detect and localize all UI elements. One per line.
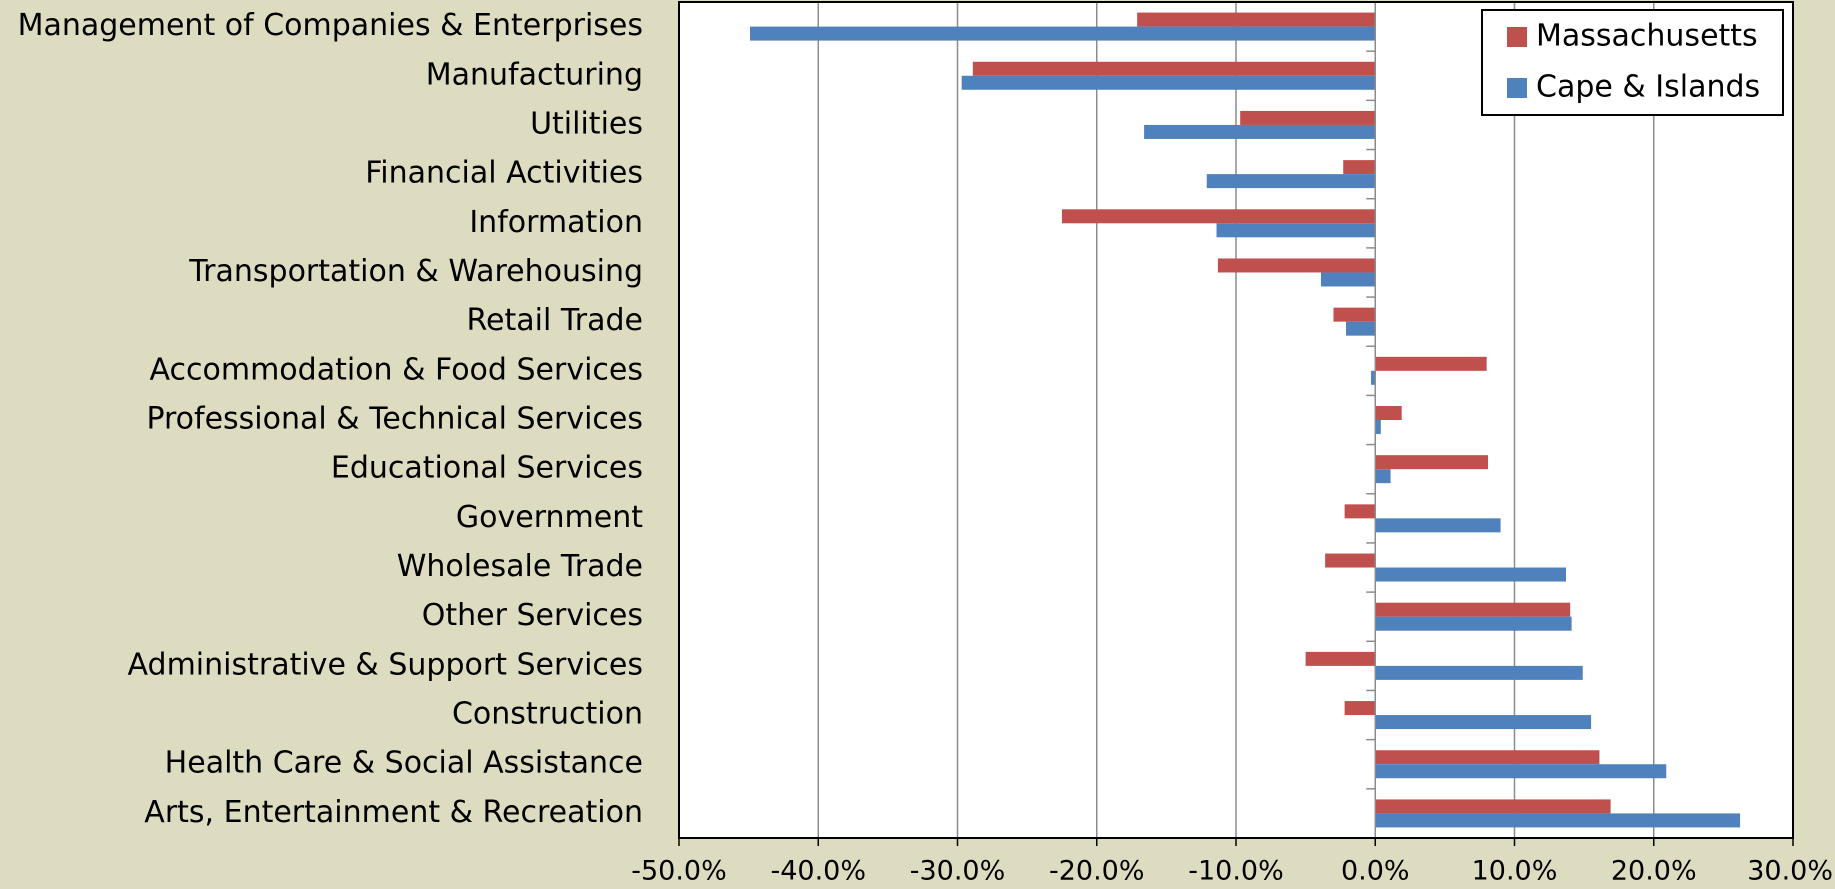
bar — [1375, 799, 1611, 814]
x-tick-label: -40.0% — [770, 856, 866, 887]
bar — [1305, 651, 1376, 666]
y-tick-label: Construction — [452, 697, 643, 732]
bar — [1346, 321, 1376, 336]
legend: Massachusetts Cape & Islands — [1481, 9, 1784, 116]
legend-label: Massachusetts — [1536, 19, 1758, 54]
bar — [1217, 258, 1376, 273]
y-tick-label: Transportation & Warehousing — [188, 254, 643, 289]
bar — [1375, 469, 1391, 484]
y-tick-label: Retail Trade — [467, 303, 643, 338]
bar — [1375, 813, 1741, 828]
bar — [1344, 701, 1376, 716]
bar — [1137, 12, 1376, 27]
bar — [1240, 110, 1376, 125]
bar — [1375, 764, 1667, 779]
y-tick-label: Other Services — [422, 598, 643, 633]
x-tick-label: 30.0% — [1747, 856, 1833, 887]
x-tick-label: -10.0% — [1188, 856, 1284, 887]
bar — [1061, 209, 1376, 224]
bar — [1375, 602, 1571, 617]
y-tick-label: Professional & Technical Services — [146, 402, 643, 437]
legend-label: Cape & Islands — [1536, 70, 1760, 105]
bar — [1216, 223, 1376, 238]
bar — [1375, 455, 1489, 470]
y-tick-label: Manufacturing — [426, 57, 643, 92]
y-tick-label: Educational Services — [331, 451, 643, 486]
y-tick-label: Financial Activities — [365, 156, 643, 191]
bar — [1375, 518, 1501, 533]
bar — [1375, 420, 1381, 434]
bar — [1344, 504, 1376, 519]
bar — [1333, 307, 1376, 322]
bar — [1206, 174, 1376, 189]
bar — [1144, 124, 1376, 139]
x-tick-label: -30.0% — [910, 856, 1006, 887]
bar — [1375, 750, 1600, 765]
y-tick-label: Wholesale Trade — [397, 549, 643, 584]
y-tick-label: Management of Companies & Enterprises — [18, 8, 643, 43]
y-tick-label: Utilities — [530, 106, 643, 141]
y-tick-label: Information — [469, 205, 643, 240]
y-tick-label: Government — [456, 500, 643, 535]
legend-swatch — [1507, 27, 1527, 47]
legend-swatch — [1507, 78, 1527, 98]
bar — [1371, 370, 1376, 385]
y-tick-label: Arts, Entertainment & Recreation — [144, 795, 643, 830]
bar — [1320, 272, 1376, 287]
bar — [1325, 553, 1376, 568]
bar — [1375, 567, 1567, 582]
bar — [972, 61, 1376, 76]
x-tick-label: -20.0% — [1049, 856, 1145, 887]
bar — [961, 75, 1376, 90]
bar — [1375, 406, 1402, 420]
x-tick-label: 10.0% — [1472, 856, 1558, 887]
bar — [1375, 356, 1487, 371]
legend-box — [1481, 9, 1784, 116]
x-tick-label: 0.0% — [1341, 856, 1410, 887]
plot-border — [678, 1, 1794, 839]
y-tick-label: Accommodation & Food Services — [150, 352, 643, 387]
y-tick-label: Health Care & Social Assistance — [165, 746, 643, 781]
x-tick-label: 20.0% — [1611, 856, 1697, 887]
x-tick-label: -50.0% — [631, 856, 727, 887]
bar — [1343, 160, 1376, 175]
bar — [1375, 715, 1592, 730]
bar — [1375, 665, 1583, 680]
bar — [750, 26, 1376, 41]
y-tick-label: Administrative & Support Services — [128, 647, 643, 682]
bar — [1375, 616, 1572, 631]
